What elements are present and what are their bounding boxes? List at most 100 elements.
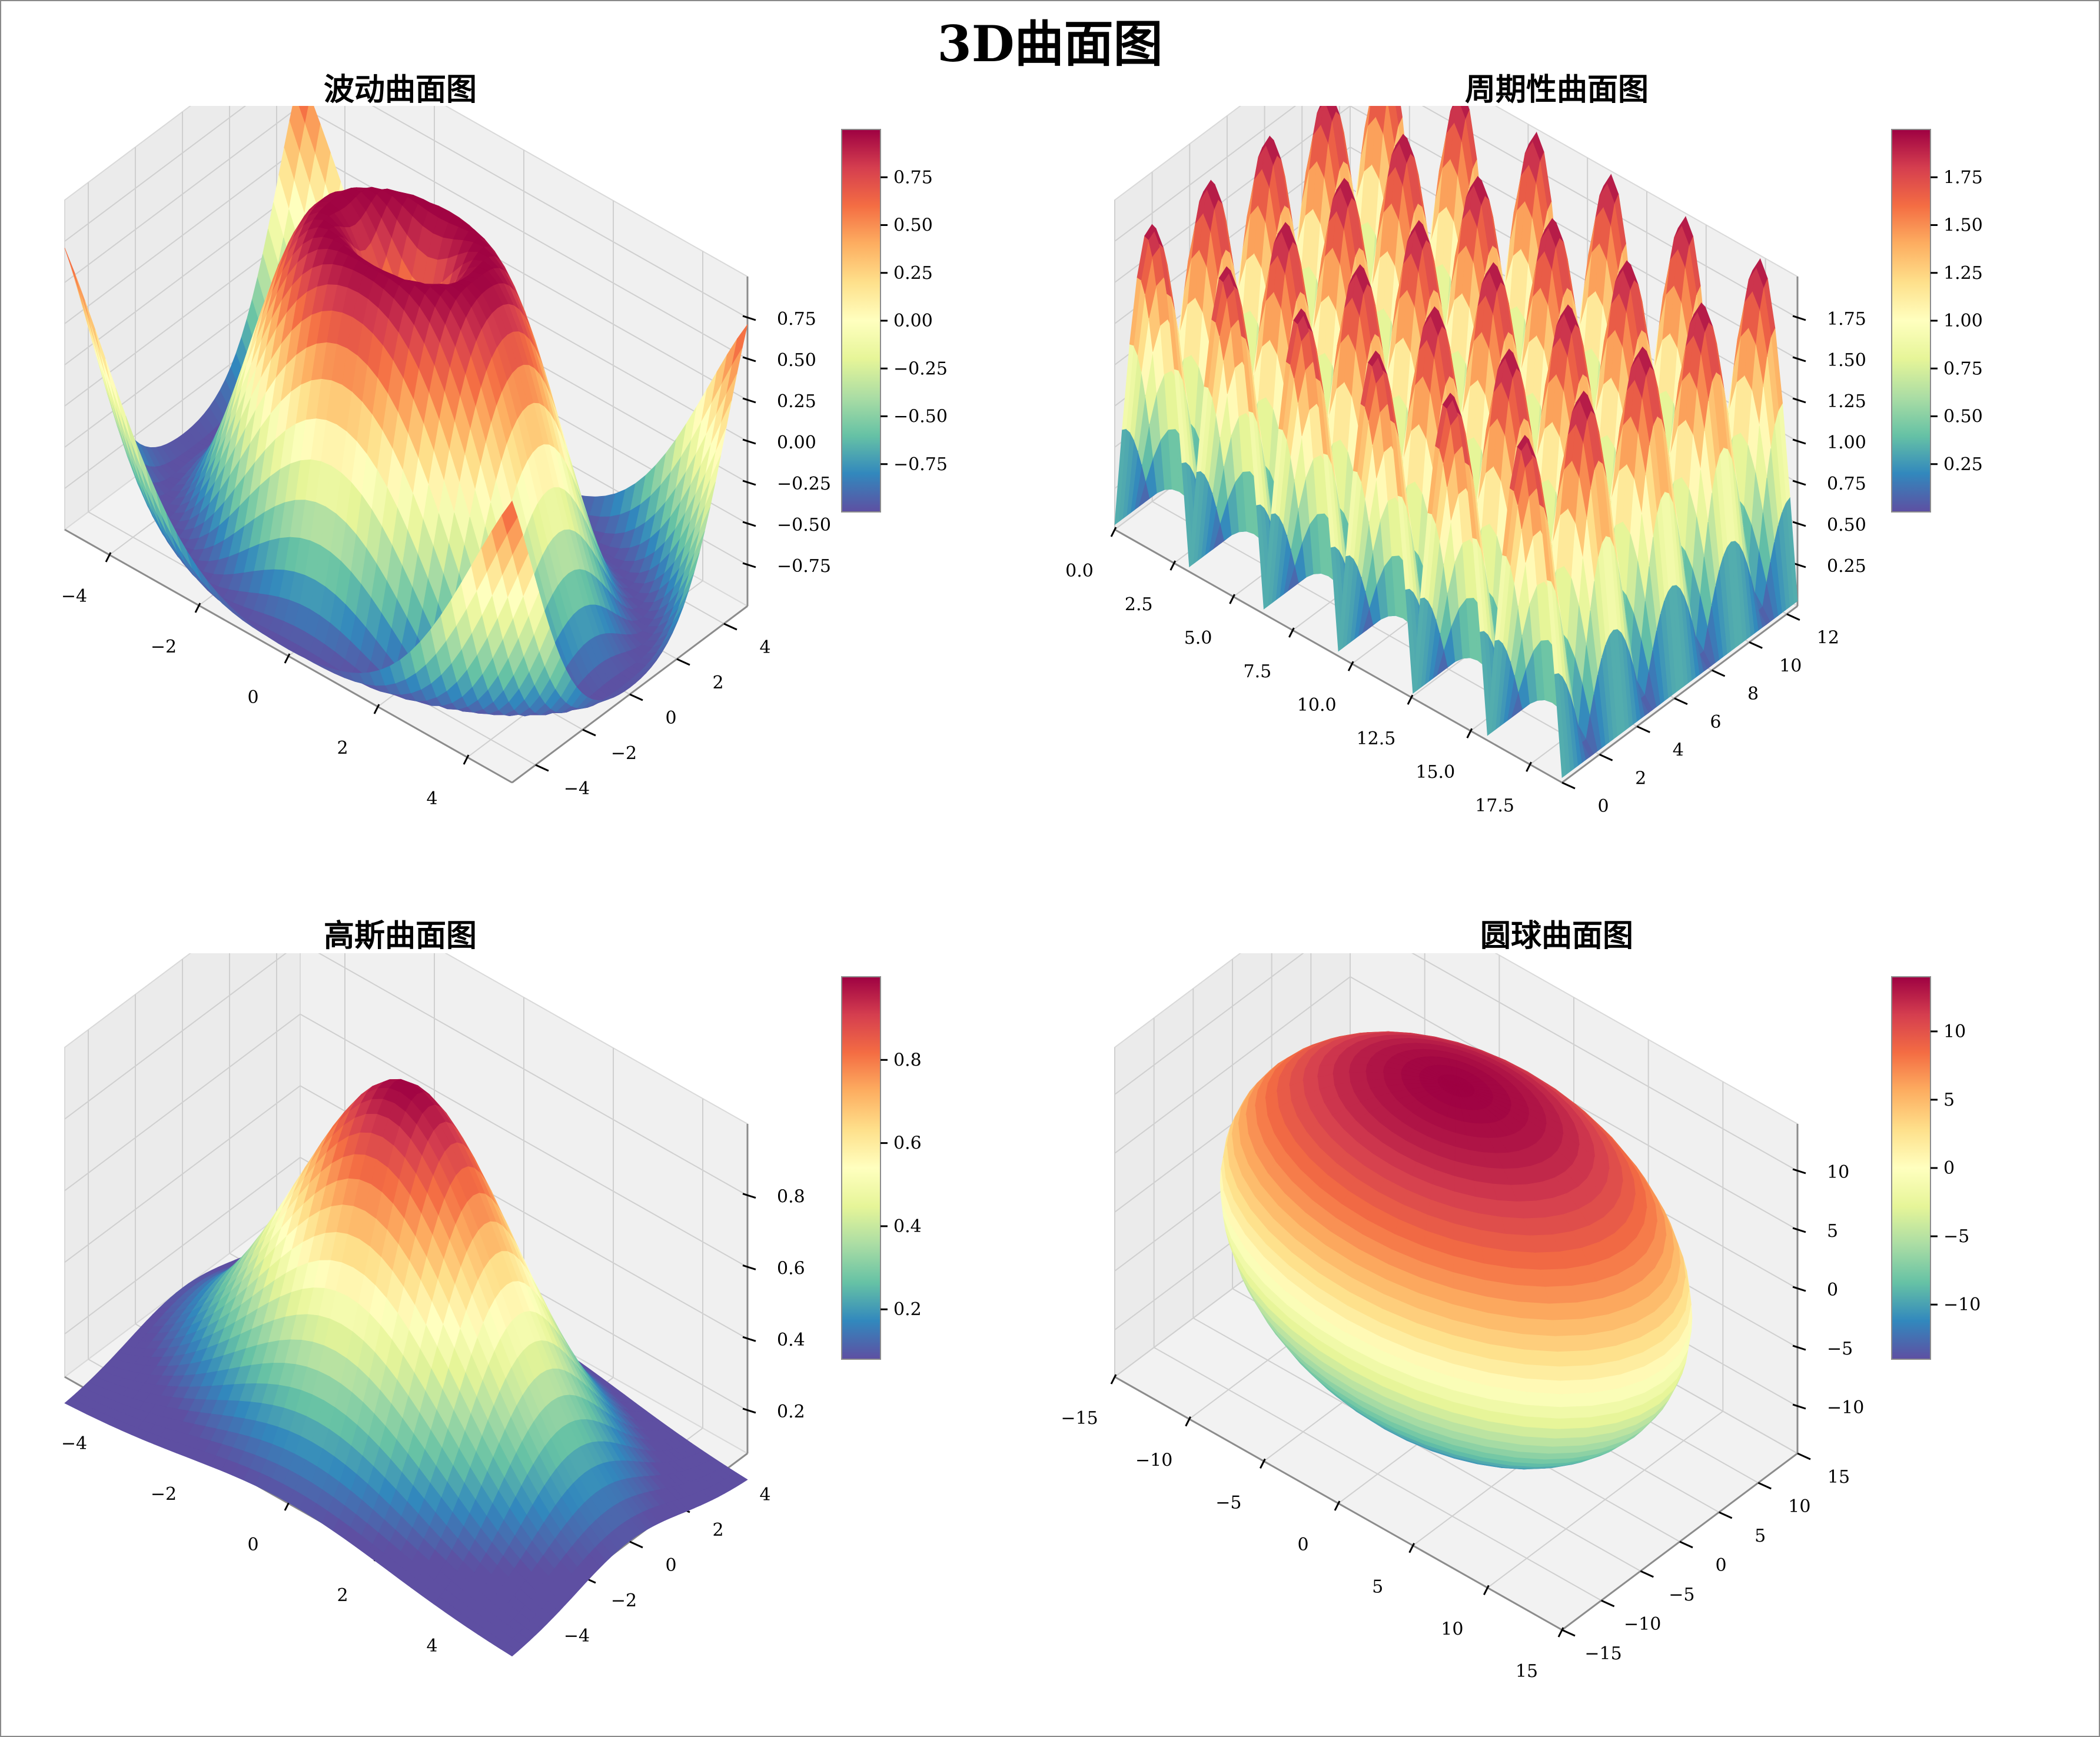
x-tick-label: −15 <box>1061 1408 1098 1429</box>
x-tick-label: 10 <box>1441 1619 1463 1639</box>
colorbar-tick-label: −5 <box>1943 1226 1969 1247</box>
colorbar-tick-label: 1.25 <box>1943 263 1983 284</box>
y-tick-label: 6 <box>1710 712 1721 733</box>
y-tick-label: 2 <box>712 673 723 693</box>
colorbar-tick-label: 0.50 <box>893 215 933 236</box>
x-tick-label: −5 <box>1215 1492 1241 1513</box>
colorbar <box>841 129 881 513</box>
colorbar-tick-label: 0.50 <box>1943 407 1983 427</box>
y-tick-label: −2 <box>611 743 637 764</box>
y-tick-label: −4 <box>564 1626 590 1646</box>
x-tick-label: 5 <box>1372 1577 1383 1598</box>
x-tick-label: 4 <box>426 788 437 809</box>
colorbar <box>1891 976 1931 1360</box>
colorbar-tick-label: 0 <box>1943 1158 1955 1179</box>
gaussian-surface-plot: −4 −2 0 2 4 −4 −2 0 2 4 0.2 0.4 0.6 0.8 0.2 0.4 0.6 0.8 <box>61 953 922 1657</box>
z-tick-label: 1.75 <box>1827 309 1866 330</box>
z-tick-label: 10 <box>1827 1162 1849 1183</box>
sphere-surface-plot: −15−10−5051015−15−10−5051015−10−50510−10… <box>1061 953 1981 1682</box>
x-tick-label: −2 <box>151 637 177 657</box>
z-tick-label: 0 <box>1827 1280 1838 1300</box>
colorbar <box>1891 129 1931 513</box>
y-tick-label: −2 <box>611 1590 637 1611</box>
z-tick-label: 1.50 <box>1827 350 1866 371</box>
z-tick-label: −0.75 <box>777 556 831 577</box>
periodic-surface-plot: 0.0 2.5 5.0 7.5 10.0 12.5 15.0 17.5 0 2 4 6 8 10 12 0.2… <box>1065 106 1983 817</box>
colorbar-tick-label: −0.50 <box>893 407 948 427</box>
colorbar-tick-label: 1.00 <box>1943 311 1983 331</box>
y-tick-label: 0 <box>1715 1555 1726 1576</box>
z-tick-label: 0.4 <box>777 1330 805 1350</box>
z-tick-label: 0.25 <box>1827 556 1866 577</box>
y-tick-label: −15 <box>1584 1643 1621 1664</box>
y-tick-label: 8 <box>1747 684 1759 704</box>
x-tick-label: −4 <box>61 1433 87 1454</box>
z-tick-label: 0.8 <box>777 1187 805 1207</box>
y-tick-label: −4 <box>564 778 590 799</box>
x-tick-label: −4 <box>61 586 87 607</box>
colorbar-tick-label: 0.25 <box>1943 454 1983 475</box>
colorbar-tick-label: 0.75 <box>1943 358 1983 379</box>
y-tick-label: 4 <box>1673 740 1684 761</box>
x-tick-label: −2 <box>151 1484 177 1505</box>
x-tick-label: 0.0 <box>1065 561 1094 581</box>
y-tick-label: 0 <box>665 1555 676 1576</box>
colorbar-tick-label: 10 <box>1943 1021 1966 1042</box>
y-tick-label: 4 <box>759 637 770 658</box>
colorbar-tick-label: 0.75 <box>893 167 933 188</box>
x-tick-label: 15 <box>1516 1661 1538 1682</box>
subplot-title-sphere: 圆球曲面图 <box>1480 918 1633 954</box>
colorbar-tick-label: 0.00 <box>893 311 933 331</box>
x-tick-label: 0 <box>247 1535 258 1555</box>
x-tick-label: 2.5 <box>1125 594 1153 615</box>
x-tick-label: 4 <box>426 1636 437 1656</box>
x-tick-label: 2 <box>337 738 348 758</box>
wave-surface-plot: −4 −2 0 2 4 −4 −2 0 2 4 −0.75 −0.50 −0.25 0.00 0.25 0.5… <box>61 106 948 809</box>
y-tick-label: −10 <box>1624 1614 1661 1635</box>
y-tick-label: 15 <box>1827 1467 1850 1488</box>
x-tick-label: −10 <box>1135 1450 1172 1471</box>
x-tick-label: 7.5 <box>1244 661 1272 682</box>
z-tick-label: −0.25 <box>777 474 831 494</box>
z-tick-label: 0.50 <box>777 350 816 371</box>
surface-mesh <box>1114 106 1798 778</box>
x-tick-label: 0 <box>1297 1535 1308 1555</box>
z-tick-label: −0.50 <box>777 515 831 535</box>
z-tick-label: 0.25 <box>777 391 816 412</box>
colorbar-tick-label: 0.25 <box>893 263 933 284</box>
y-tick-label: 0 <box>1597 796 1609 817</box>
colorbar-tick-label: 0.6 <box>893 1133 922 1154</box>
surface-mesh <box>64 106 748 717</box>
x-tick-label: 17.5 <box>1475 796 1514 816</box>
z-tick-label: −10 <box>1827 1397 1864 1418</box>
y-tick-label: 12 <box>1817 628 1839 648</box>
y-tick-label: −5 <box>1669 1585 1694 1605</box>
y-tick-label: 4 <box>759 1485 770 1505</box>
surface-mesh <box>1220 1031 1693 1470</box>
y-tick-label: 0 <box>665 708 676 728</box>
x-tick-label: 0 <box>247 687 258 708</box>
z-tick-label: 1.25 <box>1827 391 1866 412</box>
y-tick-label: 5 <box>1755 1526 1766 1546</box>
colorbar-tick-label: −10 <box>1943 1295 1981 1315</box>
x-tick-label: 12.5 <box>1357 728 1396 749</box>
z-tick-label: 1.00 <box>1827 432 1866 453</box>
subplot-title-wave: 波动曲面图 <box>323 72 477 108</box>
z-tick-label: −5 <box>1827 1339 1853 1359</box>
figure-title: 3D曲面图 <box>937 15 1163 73</box>
z-tick-label: 0.75 <box>1827 474 1866 494</box>
y-tick-label: 10 <box>1779 655 1802 676</box>
z-tick-label: 0.00 <box>777 432 816 453</box>
colorbar-tick-label: −0.25 <box>893 358 948 379</box>
z-tick-label: 0.50 <box>1827 515 1866 535</box>
subplot-title-gaussian: 高斯曲面图 <box>323 918 477 954</box>
colorbar-tick-label: 1.75 <box>1943 167 1983 188</box>
colorbar-tick-label: 0.8 <box>893 1050 922 1070</box>
colorbar <box>841 976 881 1360</box>
x-tick-label: 5.0 <box>1184 628 1212 648</box>
colorbar-tick-label: 0.2 <box>893 1299 922 1320</box>
colorbar-tick-label: 1.50 <box>1943 215 1983 236</box>
y-tick-label: 2 <box>1635 768 1646 788</box>
subplot-title-periodic: 周期性曲面图 <box>1464 72 1649 108</box>
z-tick-label: 0.6 <box>777 1258 805 1279</box>
